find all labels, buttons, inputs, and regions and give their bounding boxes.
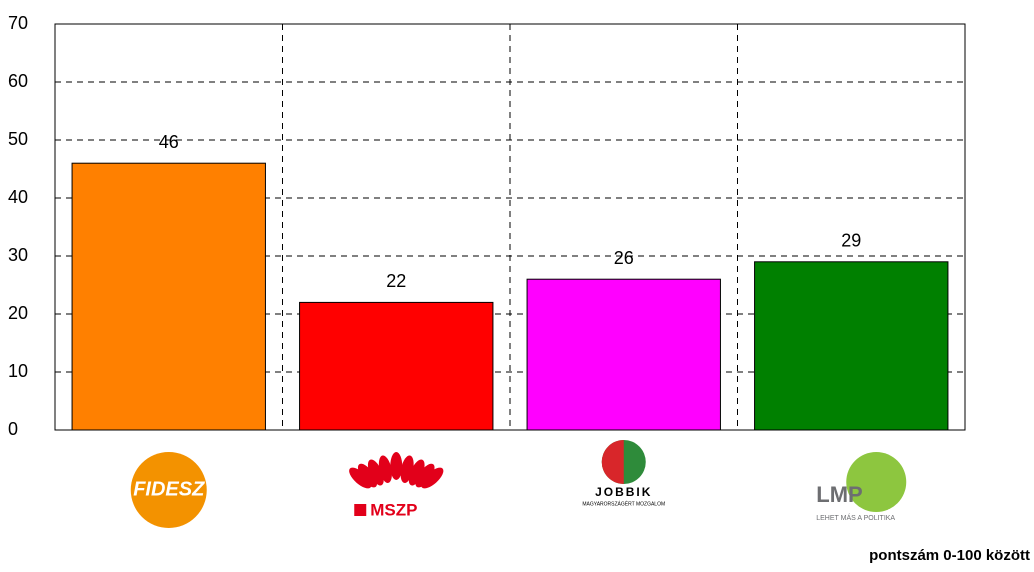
party-logo: FIDESZ xyxy=(130,452,207,528)
y-tick-label: 20 xyxy=(8,303,28,323)
y-tick-label: 60 xyxy=(8,71,28,91)
logo-petal xyxy=(390,452,403,480)
y-tick-label: 10 xyxy=(8,361,28,381)
logo-circle xyxy=(846,452,907,512)
logo-petal xyxy=(415,463,435,488)
bar xyxy=(754,261,949,431)
logo-petal xyxy=(349,467,372,489)
plot-frame xyxy=(54,23,966,431)
note: pontszám 0-100 között xyxy=(869,547,1030,564)
category-label: FIDESZ xyxy=(133,478,205,500)
category-sublabel: LEHET MÁS A POLITIKA xyxy=(816,513,895,522)
logo-petal xyxy=(357,463,378,488)
category-sublabel: MAGYARORSZÁGÉRT MOZGALOM xyxy=(582,500,665,507)
logo-petal xyxy=(367,459,384,486)
logo-half xyxy=(601,440,624,484)
y-tick-label: 70 xyxy=(8,13,28,33)
value-label: 46 xyxy=(159,132,179,152)
category-label: JOBBIK xyxy=(595,485,652,499)
bar xyxy=(526,278,721,431)
party-logo: MSZP xyxy=(349,452,444,519)
bar xyxy=(71,162,266,431)
bar xyxy=(299,301,494,431)
y-tick-label: 30 xyxy=(8,245,28,265)
value-label: 29 xyxy=(841,231,861,251)
y-tick-label: 50 xyxy=(8,129,28,149)
category-label: MSZP xyxy=(370,500,417,519)
category-label: LMP xyxy=(816,482,862,507)
logo-petal xyxy=(408,459,425,486)
logo-square xyxy=(354,504,367,516)
value-label: 22 xyxy=(386,271,406,291)
party-logo: LMP LEHET MÁS A POLITIKA xyxy=(816,452,907,522)
logo-petal xyxy=(378,455,392,483)
y-tick-label: 0 xyxy=(8,419,18,439)
value-label: 26 xyxy=(614,248,634,268)
y-tick-label: 40 xyxy=(8,187,28,207)
logo-circle xyxy=(130,452,207,528)
logo-petal xyxy=(421,467,444,489)
